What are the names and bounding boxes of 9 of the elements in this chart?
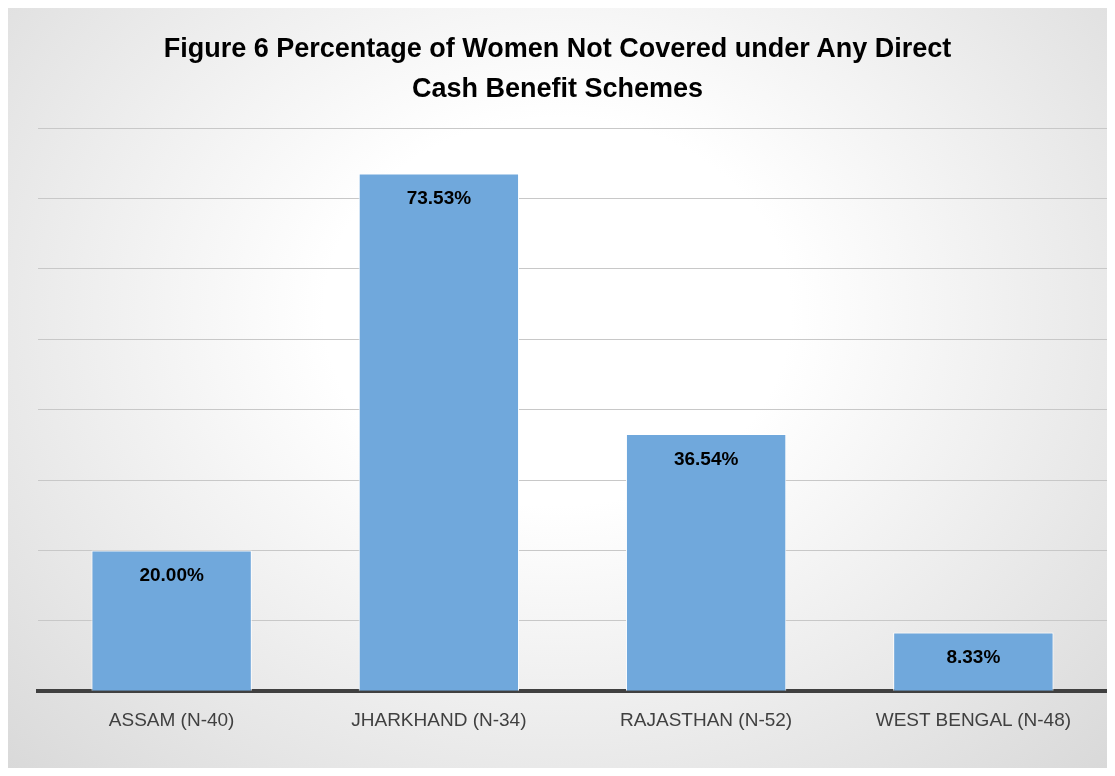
data-label: 8.33% xyxy=(946,646,1001,668)
chart-title: Figure 6 Percentage of Women Not Covered under Any Direct Cash Benefit Schemes xyxy=(162,32,953,105)
data-label: 20.00% xyxy=(139,564,204,586)
data-label: 36.54% xyxy=(673,447,739,469)
x-tick-label: WEST BENGAL (N-48) xyxy=(875,708,1072,730)
x-tick-label: JHARKHAND (N-34) xyxy=(351,708,527,730)
data-label: 73.53% xyxy=(406,187,472,209)
x-tick-label: RAJASTHAN (N-52) xyxy=(620,708,793,730)
x-tick-label: ASSAM (N-40) xyxy=(108,708,235,730)
